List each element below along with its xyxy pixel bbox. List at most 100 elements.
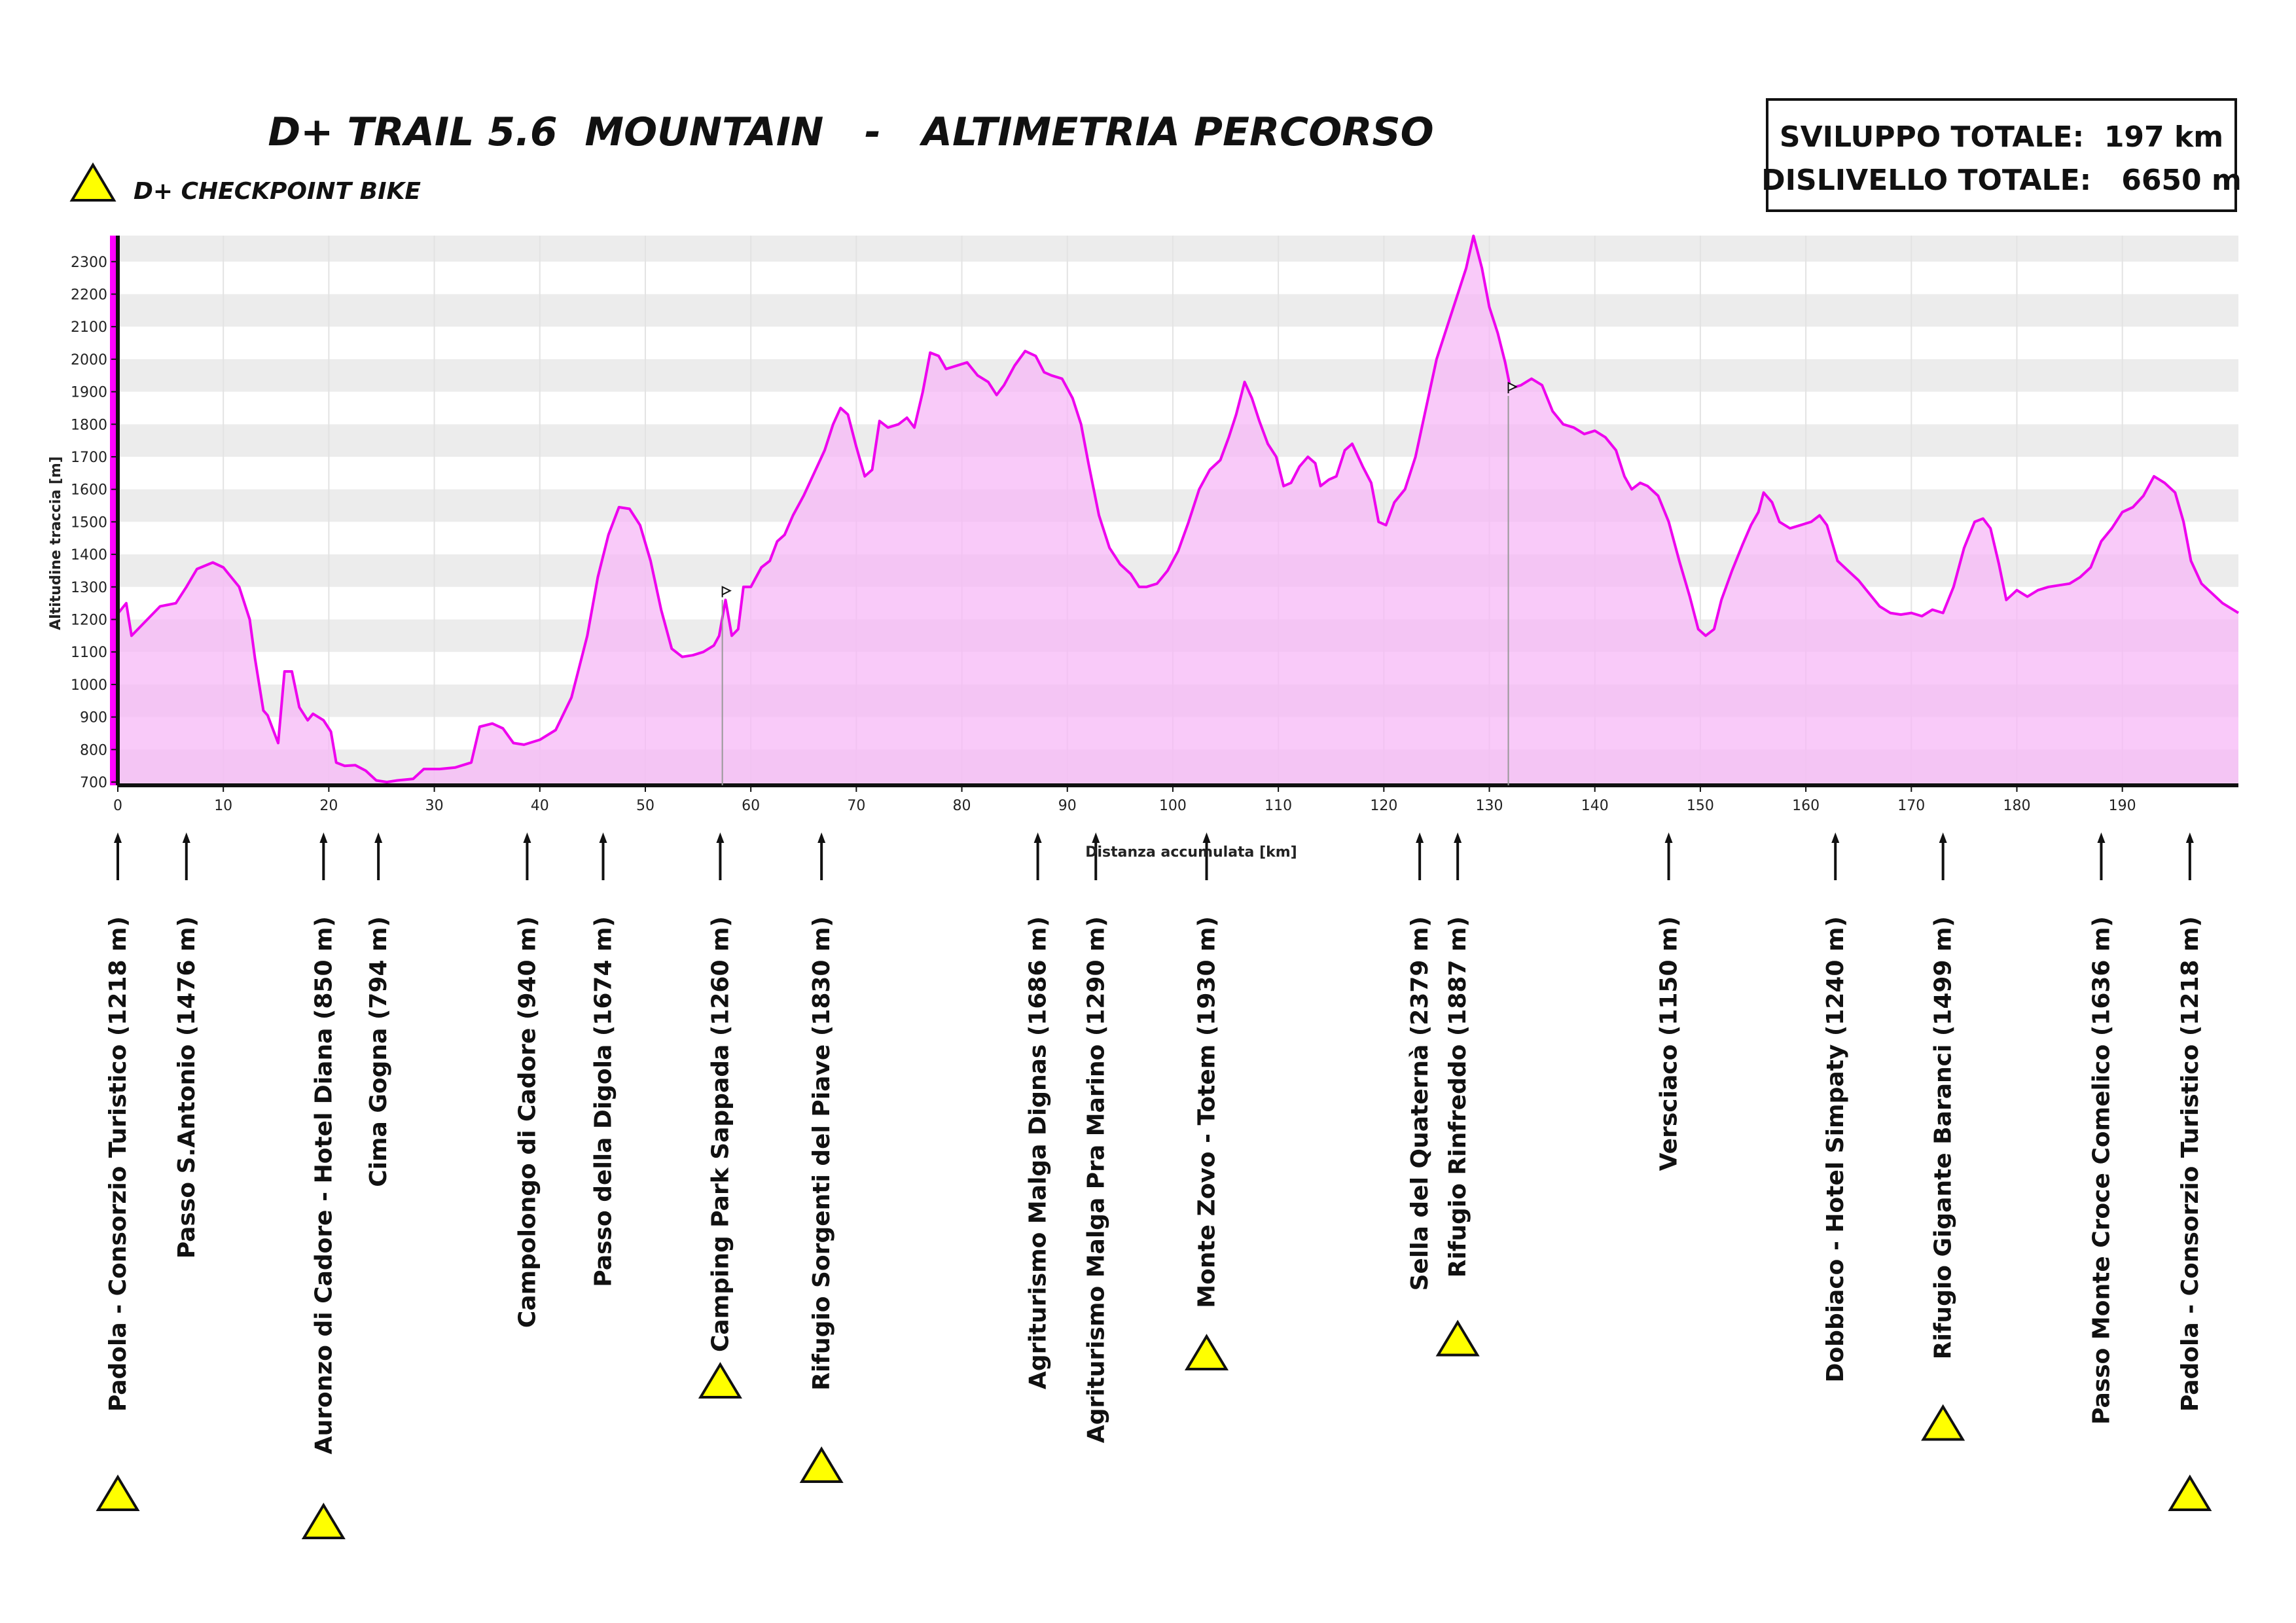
checkpoint-triangle-icon: [301, 1503, 346, 1539]
waypoint-arrow-icon: [1664, 832, 1673, 843]
waypoint-label: Auronzo di Cadore - Hotel Diana (850 m): [310, 916, 337, 1454]
y-tick-label: 1000: [71, 677, 107, 694]
waypoint-1: Passo S.Antonio (1476 m): [173, 832, 200, 1258]
chart-title: D+ TRAIL 5.6 MOUNTAIN - ALTIMETRIA PERCO…: [268, 109, 1433, 155]
waypoint-label: Dobbiaco - Hotel Simpaty (1240 m): [1822, 916, 1849, 1382]
grid-band: [118, 294, 2238, 327]
x-tick-label: 130: [1476, 798, 1503, 814]
y-tick-label: 2300: [71, 255, 107, 271]
waypoint-17: Padola - Consorzio Turistico (1218 m): [2168, 832, 2212, 1511]
waypoint-10: Monte Zovo - Totem (1930 m): [1184, 832, 1229, 1370]
x-tick-label: 150: [1687, 798, 1714, 814]
x-tick-label: 70: [847, 798, 865, 814]
grid-band: [118, 489, 2238, 522]
waypoint-arrow-icon: [1416, 832, 1424, 843]
waypoint-14: Dobbiaco - Hotel Simpaty (1240 m): [1822, 832, 1849, 1382]
profile-line: [117, 234, 2240, 783]
checkpoint-triangle-icon: [1435, 1319, 1480, 1357]
waypoint-15: Rifugio Gigante Baranci (1499 m): [1921, 832, 1965, 1441]
waypoint-arrow-icon: [1202, 832, 1211, 843]
waypoint-6: Camping Park Sappada (1260 m): [698, 832, 742, 1399]
x-tick-label: 100: [1159, 798, 1187, 814]
x-tick-label: 120: [1370, 798, 1397, 814]
legend-checkpoint-label: D+ CHECKPOINT BIKE: [134, 178, 421, 205]
grid-band: [118, 236, 2238, 262]
waypoint-label: Rifugio Gigante Baranci (1499 m): [1930, 916, 1957, 1359]
y-tick-label: 1400: [71, 547, 107, 563]
waypoint-4: Campolongo di Cadore (940 m): [514, 832, 541, 1328]
waypoint-arrow-icon: [2097, 832, 2106, 843]
y-tick-label: 2200: [71, 287, 107, 303]
waypoint-label: Monte Zovo - Totem (1930 m): [1194, 916, 1221, 1308]
checkpoint-flag-icon: [1507, 382, 1518, 394]
y-axis-label: Altitudine traccia [m]: [48, 456, 64, 630]
waypoint-3: Cima Gogna (794 m): [365, 832, 392, 1187]
waypoint-label: Versciaco (1150 m): [1656, 916, 1683, 1171]
waypoint-label: Rifugio Sorgenti del Piave (1830 m): [808, 916, 835, 1391]
profile-area: [117, 234, 2240, 785]
waypoint-8: Agriturismo Malga Dignas (1686 m): [1025, 832, 1052, 1389]
waypoint-13: Versciaco (1150 m): [1656, 832, 1683, 1171]
grid-band: [118, 359, 2238, 392]
checkpoint-flag-icon: [721, 586, 732, 597]
x-tick-label: 170: [1897, 798, 1925, 814]
waypoint-0: Padola - Consorzio Turistico (1218 m): [96, 832, 140, 1511]
x-tick-label: 40: [531, 798, 549, 814]
x-tick-label: 110: [1265, 798, 1292, 814]
x-tick-label: 30: [425, 798, 444, 814]
x-axis-ticks: 0 10 20 30 40 50 60 70 80 90 100 110 120 130 140 150 160…: [113, 785, 2136, 814]
x-tick-label: 80: [953, 798, 971, 814]
x-tick-label: 140: [1581, 798, 1609, 814]
x-tick-label: 60: [742, 798, 760, 814]
y-tick-label: 1700: [71, 450, 107, 466]
waypoint-label: Sella del Quaternà (2379 m): [1407, 916, 1433, 1291]
summary-total-climb: DISLIVELLO TOTALE: 6650 m: [1761, 164, 2242, 197]
x-tick-label: 180: [2003, 798, 2030, 814]
waypoint-arrow-icon: [817, 832, 826, 843]
waypoint-9: Agriturismo Malga Pra Marino (1290 m): [1083, 832, 1109, 1443]
y-tick-label: 1100: [71, 645, 107, 661]
x-tick-label: 160: [1792, 798, 1820, 814]
y-tick-label: 1800: [71, 417, 107, 433]
y-tick-label: 700: [80, 775, 107, 791]
y-tick-label: 900: [80, 710, 107, 726]
x-tick-label: 90: [1058, 798, 1077, 814]
legend-checkpoint-icon: [69, 162, 117, 202]
x-tick-label: 190: [2109, 798, 2136, 814]
x-tick-label: 0: [113, 798, 122, 814]
x-axis-label: Distanza accumulata [km]: [1085, 844, 1297, 861]
x-tick-label: 50: [636, 798, 655, 814]
waypoint-arrow-icon: [182, 832, 190, 843]
profile-fill: [118, 236, 2238, 785]
waypoint-arrow-icon: [599, 832, 607, 843]
waypoint-label: Padola - Consorzio Turistico (1218 m): [105, 916, 132, 1412]
waypoint-arrow-icon: [1033, 832, 1042, 843]
checkpoint-triangle-icon: [698, 1362, 742, 1399]
checkpoint-triangle-icon: [2168, 1474, 2212, 1511]
waypoint-arrow-icon: [1831, 832, 1840, 843]
summary-total-length: SVILUPPO TOTALE: 197 km: [1780, 120, 2223, 154]
waypoint-label: Padola - Consorzio Turistico (1218 m): [2177, 916, 2204, 1412]
y-tick-label: 1500: [71, 514, 107, 531]
waypoint-arrow-icon: [1939, 832, 1947, 843]
waypoint-16: Passo Monte Croce Comelico (1636 m): [2088, 832, 2115, 1425]
y-tick-label: 2100: [71, 319, 107, 336]
waypoint-label: Passo S.Antonio (1476 m): [173, 916, 200, 1258]
summary-box: [1766, 98, 2237, 212]
checkpoint-triangle-icon: [1184, 1334, 1229, 1370]
y-axis-ticks: 700 800 900 1000 1100 1200 1300 1400 1500 1600 170…: [71, 255, 118, 791]
waypoint-5: Passo della Digola (1674 m): [590, 832, 617, 1287]
waypoint-label: Agriturismo Malga Pra Marino (1290 m): [1083, 916, 1109, 1443]
y-tick-label: 1300: [71, 580, 107, 596]
waypoint-arrow-icon: [319, 832, 328, 843]
waypoint-label: Campolongo di Cadore (940 m): [514, 916, 541, 1328]
waypoint-12: Rifugio Rinfreddo (1887 m): [1435, 832, 1480, 1357]
waypoint-2: Auronzo di Cadore - Hotel Diana (850 m): [301, 832, 346, 1539]
waypoint-arrow-icon: [374, 832, 383, 843]
waypoint-arrow-icon: [716, 832, 725, 843]
x-tick-label: 20: [319, 798, 338, 814]
waypoint-label: Cima Gogna (794 m): [365, 916, 392, 1187]
y-tick-label: 1200: [71, 613, 107, 629]
